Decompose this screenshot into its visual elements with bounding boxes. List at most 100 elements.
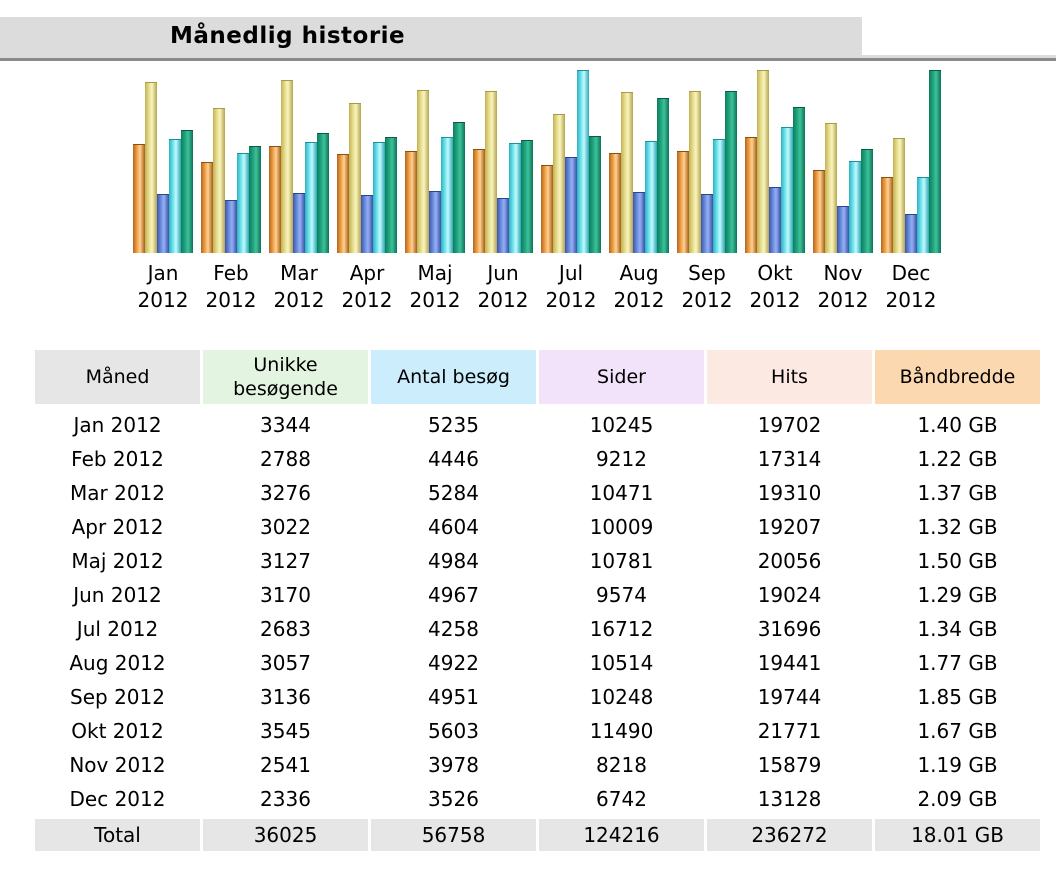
x-axis-label-line: 2012: [817, 288, 869, 312]
cell-maaned: Nov 2012: [35, 748, 200, 782]
total-cell-baandbredde: 18.01 GB: [875, 816, 1040, 851]
cell-hits: 19744: [707, 680, 872, 714]
monthly-history-chart: Jan 2012 Feb 2012 Mar 2012 Apr 2012 Maj 2012 Jun 20…: [0, 0, 1056, 330]
chart-bar-hits-feb-2012: [237, 153, 249, 253]
x-axis-label-line: 2012: [613, 288, 665, 312]
cell-antal-besoeg: 5284: [371, 476, 536, 510]
table-row-apr-2012: Apr 2012 3022 4604 10009 19207 1.32 GB: [35, 510, 1040, 544]
table-row-mar-2012: Mar 2012 3276 5284 10471 19310 1.37 GB: [35, 476, 1040, 510]
cell-sider: 16712: [539, 612, 704, 646]
cell-hits: 19702: [707, 408, 872, 442]
table-row-jul-2012: Jul 2012 2683 4258 16712 31696 1.34 GB: [35, 612, 1040, 646]
chart-bar-bandwidth-dec-2012: [929, 70, 941, 253]
cell-unikke-besoegende: 2336: [203, 782, 368, 816]
chart-bar-visits-okt-2012: [757, 70, 769, 253]
cell-unikke-besoegende: 3127: [203, 544, 368, 578]
cell-antal-besoeg: 4258: [371, 612, 536, 646]
cell-sider: 9574: [539, 578, 704, 612]
cell-sider: 11490: [539, 714, 704, 748]
chart-bar-unique-visitors-jun-2012: [473, 149, 485, 253]
cell-maaned: Jan 2012: [35, 408, 200, 442]
table-row-nov-2012: Nov 2012 2541 3978 8218 15879 1.19 GB: [35, 748, 1040, 782]
cell-maaned: Jun 2012: [35, 578, 200, 612]
x-axis-label-dec-2012: Dec 2012: [866, 260, 956, 314]
chart-bar-pages-apr-2012: [361, 195, 373, 253]
x-axis-label-nov-2012: Nov 2012: [798, 260, 888, 314]
chart-bar-hits-apr-2012: [373, 142, 385, 253]
cell-unikke-besoegende: 3057: [203, 646, 368, 680]
chart-bar-visits-sep-2012: [689, 91, 701, 253]
cell-maaned: Feb 2012: [35, 442, 200, 476]
chart-bar-visits-nov-2012: [825, 123, 837, 253]
x-axis-label-line: 2012: [205, 288, 257, 312]
cell-antal-besoeg: 4984: [371, 544, 536, 578]
chart-bar-unique-visitors-jul-2012: [541, 165, 553, 253]
column-header-hits: Hits: [707, 350, 872, 408]
cell-antal-besoeg: 4967: [371, 578, 536, 612]
section-title-bar: Månedlig historie: [0, 17, 862, 55]
chart-bar-unique-visitors-sep-2012: [677, 151, 689, 253]
x-axis-label-line: Jun: [487, 261, 519, 285]
chart-bar-bandwidth-maj-2012: [453, 122, 465, 253]
chart-bar-visits-jul-2012: [553, 114, 565, 253]
cell-hits: 15879: [707, 748, 872, 782]
table-wrap: Måned Unikke besøgende Antal besøg Sider Hits…: [32, 350, 1043, 851]
cell-unikke-besoegende: 2788: [203, 442, 368, 476]
cell-baandbredde: 1.50 GB: [875, 544, 1040, 578]
cell-hits: 19207: [707, 510, 872, 544]
chart-bar-bandwidth-mar-2012: [317, 133, 329, 253]
chart-bar-bandwidth-jun-2012: [521, 140, 533, 253]
x-axis-label-line: 2012: [341, 288, 393, 312]
page-title: Månedlig historie: [170, 23, 406, 49]
x-axis-label-line: 2012: [137, 288, 189, 312]
cell-sider: 10009: [539, 510, 704, 544]
cell-baandbredde: 2.09 GB: [875, 782, 1040, 816]
cell-sider: 10245: [539, 408, 704, 442]
table-row-jan-2012: Jan 2012 3344 5235 10245 19702 1.40 GB: [35, 408, 1040, 442]
x-axis-label-line: Apr: [349, 261, 385, 285]
cell-unikke-besoegende: 3344: [203, 408, 368, 442]
cell-sider: 10248: [539, 680, 704, 714]
x-axis-label-line: Nov: [823, 261, 863, 285]
x-axis-label-line: Sep: [688, 261, 726, 285]
cell-maaned: Maj 2012: [35, 544, 200, 578]
table-total-row: Total 36025 56758 124216 236272 18.01 GB: [35, 816, 1040, 851]
chart-bar-visits-jun-2012: [485, 91, 497, 253]
cell-baandbredde: 1.34 GB: [875, 612, 1040, 646]
titlebar-strip: [0, 55, 1056, 58]
x-axis-label-line: Dec: [891, 261, 931, 285]
cell-unikke-besoegende: 3022: [203, 510, 368, 544]
cell-maaned: Sep 2012: [35, 680, 200, 714]
cell-unikke-besoegende: 2541: [203, 748, 368, 782]
titlebar-rule: [0, 58, 1056, 61]
cell-hits: 19310: [707, 476, 872, 510]
chart-bar-visits-aug-2012: [621, 92, 633, 253]
cell-sider: 10471: [539, 476, 704, 510]
chart-bar-unique-visitors-aug-2012: [609, 153, 621, 253]
chart-bar-visits-mar-2012: [281, 80, 293, 253]
chart-bar-pages-nov-2012: [837, 206, 849, 253]
cell-unikke-besoegende: 3545: [203, 714, 368, 748]
chart-bar-hits-dec-2012: [917, 177, 929, 253]
chart-bar-hits-mar-2012: [305, 142, 317, 253]
cell-sider: 10514: [539, 646, 704, 680]
chart-bar-bandwidth-sep-2012: [725, 91, 737, 253]
cell-sider: 9212: [539, 442, 704, 476]
chart-bar-visits-feb-2012: [213, 108, 225, 253]
column-header-label: besøgende: [233, 378, 338, 400]
x-axis-label-line: 2012: [681, 288, 733, 312]
table-row-feb-2012: Feb 2012 2788 4446 9212 17314 1.22 GB: [35, 442, 1040, 476]
cell-antal-besoeg: 3526: [371, 782, 536, 816]
cell-baandbredde: 1.32 GB: [875, 510, 1040, 544]
chart-bar-visits-jan-2012: [145, 82, 157, 253]
cell-unikke-besoegende: 3276: [203, 476, 368, 510]
cell-antal-besoeg: 5235: [371, 408, 536, 442]
cell-hits: 13128: [707, 782, 872, 816]
x-axis-label-line: Jul: [558, 261, 584, 285]
x-axis-label-sep-2012: Sep 2012: [662, 260, 752, 314]
chart-bar-bandwidth-feb-2012: [249, 146, 261, 253]
cell-maaned: Dec 2012: [35, 782, 200, 816]
chart-bar-hits-okt-2012: [781, 127, 793, 253]
cell-sider: 6742: [539, 782, 704, 816]
x-axis-label-maj-2012: Maj 2012: [390, 260, 480, 314]
